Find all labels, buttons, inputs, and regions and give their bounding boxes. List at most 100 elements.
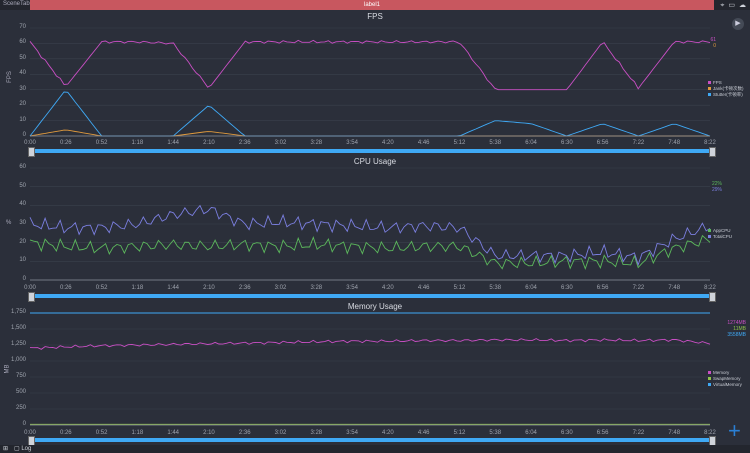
memory-legend: Memory SwapMemory VirtualMemory: [708, 370, 742, 388]
x-tick-label: 7:48: [668, 140, 681, 146]
series-line-fps: [29, 39, 711, 91]
cpu-ylabel: %: [6, 220, 12, 226]
x-tick-label: 6:30: [560, 430, 573, 436]
y-tick-label: 30: [19, 220, 26, 226]
x-tick-label: 3:54: [346, 140, 358, 146]
appcpu-current-value: 22%: [711, 181, 722, 187]
slider-handle-right[interactable]: [709, 292, 716, 302]
x-tick-label: 1:44: [167, 285, 179, 291]
jank-current-value: 0: [713, 43, 716, 49]
y-tick-label: 1,000: [10, 357, 26, 363]
top-bar: SceneTab label1 ⌖ ▭ ☁: [0, 0, 750, 10]
virtualmemory-current-value: 3558MB: [727, 332, 746, 338]
x-tick-label: 1:18: [131, 430, 144, 436]
y-tick-label: 70: [19, 24, 26, 30]
x-tick-label: 6:04: [525, 285, 537, 291]
y-tick-label: 50: [19, 182, 26, 189]
x-tick-label: 0:26: [59, 140, 72, 146]
x-tick-label: 2:36: [238, 285, 251, 291]
x-tick-label: 6:04: [525, 430, 537, 436]
memory-current-value: 1274MB: [727, 320, 746, 326]
x-tick-label: 3:28: [310, 140, 323, 146]
series-line-jank: [29, 129, 710, 137]
label-tab[interactable]: label1: [30, 0, 714, 10]
x-tick-label: 6:56: [596, 430, 609, 436]
x-tick-label: 3:28: [310, 430, 323, 436]
x-tick-label: 4:20: [382, 430, 394, 436]
x-tick-label: 8:22: [704, 140, 716, 146]
y-tick-label: 500: [15, 389, 26, 395]
scene-tab[interactable]: SceneTab: [3, 1, 30, 7]
x-tick-label: 2:10: [203, 285, 215, 291]
legend-virtualmemory: VirtualMemory: [708, 382, 742, 388]
legend-totalcpu: TotalCPU: [708, 234, 732, 240]
legend-stutter: Stutter(卡顿率): [708, 92, 744, 98]
folder-icon[interactable]: ▭: [728, 2, 735, 9]
y-tick-label: 250: [15, 405, 26, 411]
cpu-range-slider[interactable]: [28, 292, 716, 302]
y-tick-label: 0: [22, 276, 26, 282]
x-tick-label: 7:22: [632, 285, 645, 291]
x-tick-label: 3:54: [346, 285, 358, 291]
legend-fps: FPS: [708, 80, 744, 86]
cpu-legend: AppCPU TotalCPU: [708, 228, 732, 240]
x-tick-label: 4:46: [417, 285, 430, 291]
x-tick-label: 0:52: [95, 285, 108, 291]
fps-legend: FPS Jank(卡顿次数) Stutter(卡顿率): [708, 80, 744, 98]
x-tick-label: 3:54: [346, 430, 358, 436]
x-tick-label: 0:26: [59, 285, 72, 291]
memory-range-slider[interactable]: [28, 436, 716, 446]
series-line-stutter: [29, 91, 711, 137]
location-icon[interactable]: ⌖: [720, 2, 725, 9]
swapmemory-current-value: 11MB: [733, 326, 746, 332]
fps-range-slider[interactable]: [28, 147, 716, 157]
x-tick-label: 7:22: [632, 140, 645, 146]
y-tick-label: 30: [19, 85, 26, 92]
x-tick-label: 3:02: [274, 140, 287, 146]
x-tick-label: 6:56: [596, 140, 609, 146]
slider-handle-left[interactable]: [28, 147, 35, 157]
slider-handle-right[interactable]: [709, 147, 716, 157]
x-tick-label: 0:52: [95, 140, 108, 146]
y-tick-label: 60: [19, 164, 26, 170]
x-tick-label: 7:48: [668, 285, 681, 291]
slider-handle-left[interactable]: [28, 292, 35, 302]
x-tick-label: 0:52: [95, 430, 108, 436]
y-tick-label: 10: [19, 116, 26, 123]
y-tick-label: 10: [19, 257, 26, 264]
legend-memory: Memory: [708, 370, 742, 376]
play-button[interactable]: ▶: [732, 18, 744, 30]
x-tick-label: 2:36: [238, 430, 251, 436]
y-tick-label: 20: [19, 101, 26, 108]
x-tick-label: 3:28: [310, 285, 323, 291]
x-tick-label: 2:10: [203, 430, 215, 436]
add-icon[interactable]: +: [728, 418, 741, 443]
y-tick-label: 40: [19, 201, 26, 208]
totalcpu-current-value: 29%: [711, 187, 722, 193]
x-tick-label: 0:00: [24, 285, 36, 291]
fps-title: FPS: [367, 12, 383, 21]
x-tick-label: 5:38: [489, 285, 502, 291]
x-tick-label: 8:22: [704, 285, 716, 291]
x-tick-label: 4:46: [417, 140, 430, 146]
fps-current-value: 61: [710, 37, 716, 43]
x-tick-label: 6:30: [560, 140, 573, 146]
legend-swapmemory: SwapMemory: [708, 376, 742, 382]
x-tick-label: 5:38: [489, 430, 502, 436]
x-tick-label: 4:20: [382, 285, 394, 291]
y-tick-label: 60: [19, 39, 26, 46]
x-tick-label: 1:44: [167, 140, 179, 146]
x-tick-label: 8:22: [704, 430, 716, 436]
x-tick-label: 7:48: [668, 430, 681, 436]
y-tick-label: 0: [22, 132, 26, 138]
x-tick-label: 1:18: [131, 140, 144, 146]
expand-icon[interactable]: ⊞: [3, 446, 9, 452]
x-tick-label: 4:20: [382, 140, 394, 146]
x-tick-label: 6:04: [525, 140, 537, 146]
legend-appcpu: AppCPU: [708, 228, 732, 234]
log-tab[interactable]: ▢ Log: [14, 446, 32, 452]
x-tick-label: 2:36: [238, 140, 251, 146]
cloud-icon[interactable]: ☁: [739, 2, 746, 9]
series-line-appcpu: [29, 234, 711, 271]
x-tick-label: 3:02: [274, 285, 287, 291]
